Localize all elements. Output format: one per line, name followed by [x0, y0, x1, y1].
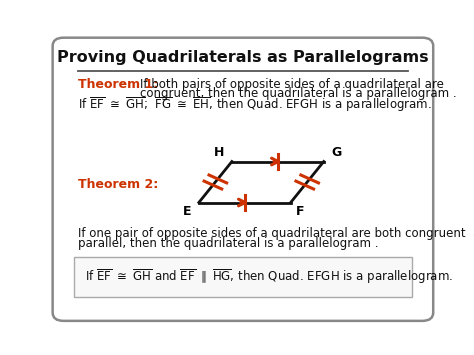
Text: parallel, then the quadrilateral is a parallelogram .: parallel, then the quadrilateral is a pa… — [78, 237, 378, 250]
Text: F: F — [296, 205, 305, 218]
FancyBboxPatch shape — [74, 257, 412, 297]
Text: congruent, then the quadrilateral is a parallelogram .: congruent, then the quadrilateral is a p… — [140, 87, 456, 100]
Text: G: G — [331, 146, 341, 159]
Text: Theorem 2:: Theorem 2: — [78, 178, 158, 191]
Text: If one pair of opposite sides of a quadrilateral are both congruent  and: If one pair of opposite sides of a quadr… — [78, 228, 474, 240]
Text: E: E — [183, 205, 191, 218]
Text: H: H — [214, 146, 225, 159]
Text: If both pairs of opposite sides of a quadrilateral are: If both pairs of opposite sides of a qua… — [140, 78, 444, 91]
FancyBboxPatch shape — [53, 38, 433, 321]
Text: If $\overline{\rm EF}$ $\cong$ $\overline{\rm GH}$;  $\overline{\rm FG}$ $\cong$: If $\overline{\rm EF}$ $\cong$ $\overlin… — [78, 95, 431, 114]
Text: If $\overline{\rm EF}$ $\cong$ $\overline{\rm GH}$ and $\overline{\rm EF}$ $\par: If $\overline{\rm EF}$ $\cong$ $\overlin… — [85, 267, 453, 286]
Text: Theorem 1:: Theorem 1: — [78, 78, 158, 91]
Text: Proving Quadrilaterals as Parallelograms: Proving Quadrilaterals as Parallelograms — [57, 50, 429, 65]
